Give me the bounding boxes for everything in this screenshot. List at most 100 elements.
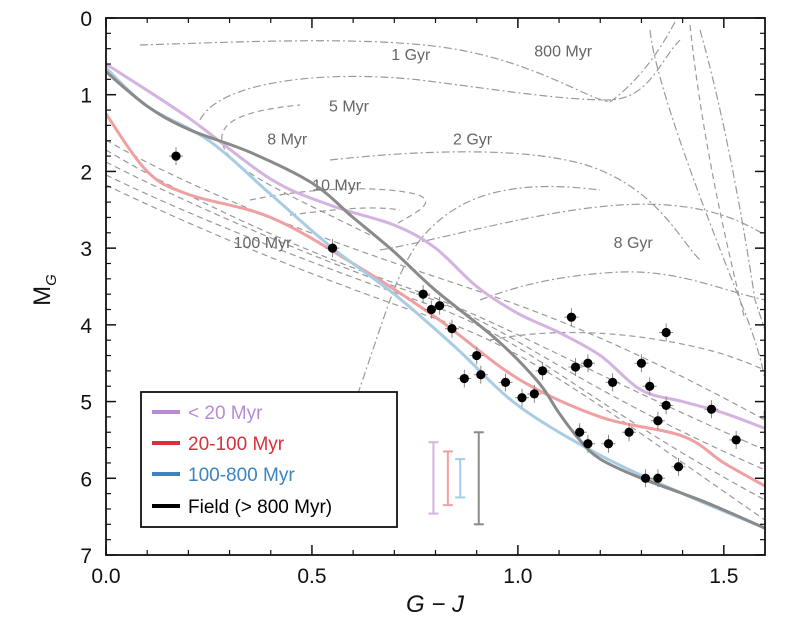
data-point-25 <box>650 469 665 488</box>
data-point-8 <box>473 365 488 384</box>
isochrone-track-18 <box>689 24 746 321</box>
isochrone-track-8 <box>139 40 611 103</box>
legend: < 20 Myr 20-100 Myr 100-800 Myr Field (>… <box>140 391 398 528</box>
data-point-9 <box>498 373 513 392</box>
data-point-marker-6 <box>459 373 469 384</box>
x-tick-label-1: 0.5 <box>297 565 326 588</box>
isochrone-track-1 <box>106 149 765 451</box>
data-point-17 <box>580 434 595 453</box>
x-tick-label-2: 1.0 <box>503 565 532 588</box>
legend-label-under-20: < 20 Myr <box>188 403 263 424</box>
data-point-marker-30 <box>731 435 741 445</box>
data-point-18 <box>601 434 616 453</box>
y-axis-title: MG <box>29 274 60 306</box>
isochrone-track-17 <box>699 29 765 331</box>
data-point-2 <box>416 285 431 304</box>
error-bar-3 <box>473 431 484 526</box>
isochrone-label-6: 100 Myr <box>234 235 292 252</box>
isochrone-track-6 <box>221 104 371 236</box>
data-point-marker-26 <box>661 327 671 338</box>
y-axis-title-subscript: G <box>43 274 60 286</box>
series-line-20-100myr <box>106 113 765 488</box>
data-point-20 <box>622 423 637 442</box>
data-point-marker-10 <box>517 393 527 403</box>
isochrone-track-13 <box>479 271 765 301</box>
isochrone-track-14 <box>489 331 765 371</box>
error-bar-layer <box>428 431 484 526</box>
y-tick-label-4: 4 <box>80 315 92 338</box>
svg-text:MG: MG <box>29 274 60 306</box>
data-point-marker-13 <box>566 312 577 322</box>
data-point-marker-28 <box>673 462 684 472</box>
data-point-marker-4 <box>435 301 445 311</box>
data-point-marker-2 <box>418 289 428 299</box>
legend-label-field: Field (> 800 Myr) <box>188 497 332 518</box>
isochrone-track-11 <box>329 151 701 261</box>
isochrone-track-7 <box>199 39 681 121</box>
data-point-16 <box>580 354 595 373</box>
y-tick-label-5: 5 <box>80 392 92 415</box>
data-point-marker-25 <box>653 473 663 483</box>
data-point-marker-27 <box>661 400 671 411</box>
data-point-marker-5 <box>447 324 457 334</box>
x-tick-label-3: 1.5 <box>709 565 738 588</box>
data-point-marker-29 <box>706 404 717 414</box>
data-point-marker-15 <box>575 427 585 437</box>
data-point-marker-17 <box>583 439 593 449</box>
data-point-3 <box>424 300 439 319</box>
isochrone-track-9 <box>609 21 676 103</box>
data-point-marker-16 <box>583 358 593 368</box>
data-point-11 <box>527 384 542 403</box>
error-bar-1 <box>442 450 453 507</box>
y-tick-label-0: 0 <box>80 8 92 31</box>
data-point-29 <box>704 400 719 419</box>
data-point-23 <box>642 377 657 396</box>
data-point-marker-7 <box>472 350 482 361</box>
series-line-100-800myr <box>106 66 765 530</box>
data-point-marker-23 <box>645 381 655 391</box>
data-point-6 <box>457 369 472 388</box>
data-point-marker-22 <box>640 473 651 483</box>
x-axis-title: G − J <box>406 591 465 618</box>
data-point-0 <box>169 147 184 166</box>
data-point-7 <box>469 346 484 365</box>
data-point-27 <box>659 396 674 415</box>
isochrone-track-12 <box>379 203 765 251</box>
data-point-marker-20 <box>624 427 634 437</box>
data-point-5 <box>444 319 459 338</box>
isochrone-label-4: 2 Gyr <box>453 132 493 149</box>
data-point-marker-21 <box>636 358 647 368</box>
points-layer <box>169 147 744 488</box>
data-point-15 <box>572 423 587 442</box>
data-point-marker-9 <box>500 377 511 387</box>
data-point-1 <box>325 239 340 258</box>
y-axis-title-main: M <box>29 286 56 306</box>
isochrone-track-16 <box>289 207 401 216</box>
data-point-marker-12 <box>537 366 548 376</box>
data-point-marker-19 <box>608 377 618 387</box>
data-point-30 <box>729 430 744 449</box>
data-point-12 <box>535 361 550 380</box>
data-point-21 <box>634 354 649 373</box>
isochrone-label-2: 5 Myr <box>329 99 370 116</box>
data-point-19 <box>605 373 620 392</box>
data-point-4 <box>432 296 447 315</box>
isochrone-label-3: 8 Myr <box>267 132 308 149</box>
data-point-26 <box>659 323 674 342</box>
isochrone-track-5 <box>329 185 601 471</box>
data-point-10 <box>514 388 529 407</box>
data-point-22 <box>638 469 653 488</box>
series-line-field <box>106 70 765 530</box>
data-point-13 <box>564 308 579 327</box>
data-point-14 <box>568 358 583 377</box>
data-point-marker-11 <box>529 389 539 399</box>
y-tick-label-6: 6 <box>80 468 92 491</box>
series-layer <box>106 62 765 530</box>
data-point-28 <box>671 457 686 476</box>
data-point-marker-18 <box>603 439 614 449</box>
y-tick-label-2: 2 <box>80 161 92 184</box>
isochrone-label-0: 1 Gyr <box>391 47 431 64</box>
isochrone-labels: 1 Gyr 800 Myr 5 Myr 8 Myr 2 Gyr 10 Myr 100 Myr… <box>234 43 654 252</box>
